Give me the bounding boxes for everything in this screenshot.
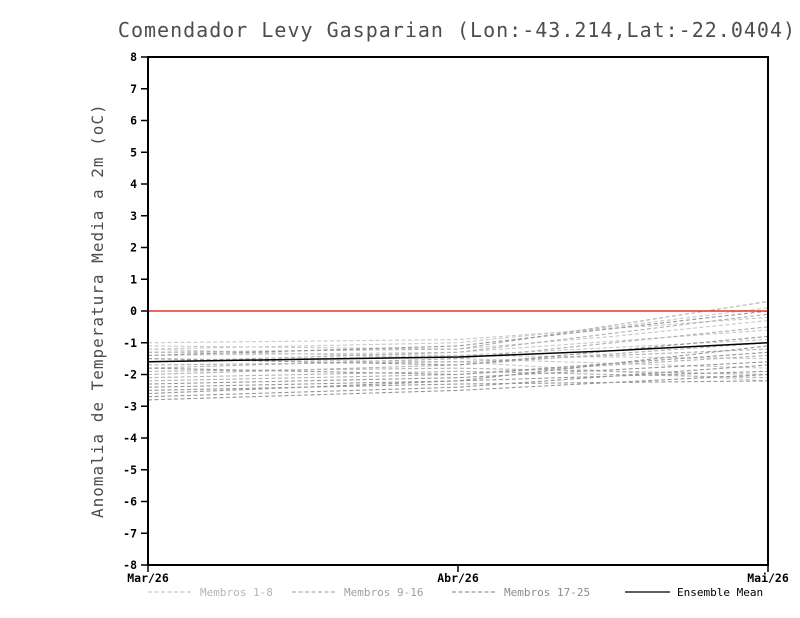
x-tick-label: Mar/26 <box>127 571 169 585</box>
y-tick-label: 2 <box>130 241 137 255</box>
member-lines-group-3 <box>147 310 769 401</box>
ensemble-member-line <box>147 370 769 388</box>
y-tick-label: -5 <box>123 463 137 477</box>
chart-title: Comendador Levy Gasparian (Lon:-43.214,L… <box>117 18 797 42</box>
y-tick-label: 7 <box>130 82 137 96</box>
member-lines-group-2 <box>147 300 769 382</box>
y-axis-ticks: -8 -7 -6 -5 -4 -3 -2 -1 0 1 2 3 4 5 6 7 8 <box>123 50 148 572</box>
ensemble-member-line <box>147 373 769 401</box>
y-tick-label: -8 <box>123 558 137 572</box>
y-tick-label: 0 <box>130 304 137 318</box>
y-tick-label: -3 <box>123 399 137 413</box>
ensemble-member-line <box>147 348 769 366</box>
ensemble-member-line <box>147 361 769 385</box>
ensemble-member-line <box>147 339 769 363</box>
ensemble-mean-line <box>147 342 769 363</box>
y-tick-label: 5 <box>130 145 137 159</box>
y-tick-label: -6 <box>123 495 137 509</box>
ensemble-member-line <box>147 364 769 398</box>
ensemble-member-line <box>147 351 769 360</box>
legend-label: Membros 9-16 <box>344 586 423 599</box>
y-tick-label: 8 <box>130 50 137 64</box>
ensemble-member-line <box>147 354 769 382</box>
ensemble-member-line <box>147 319 769 350</box>
y-tick-label: -7 <box>123 526 137 540</box>
ensemble-member-line <box>147 310 769 356</box>
ensemble-member-line <box>147 348 769 369</box>
legend-label: Membros 1-8 <box>200 586 273 599</box>
y-tick-label: 3 <box>130 209 137 223</box>
ensemble-member-line <box>147 370 769 379</box>
legend-label: Ensemble Mean <box>677 586 763 599</box>
ensemble-member-line <box>147 307 769 350</box>
y-tick-label: 1 <box>130 272 137 286</box>
y-tick-label: 6 <box>130 114 137 128</box>
y-tick-label: -1 <box>123 336 137 350</box>
y-tick-label: -2 <box>123 368 137 382</box>
ensemble-member-line <box>147 380 769 391</box>
y-tick-label: -4 <box>123 431 137 445</box>
ensemble-member-line <box>147 329 769 356</box>
chart-legend: Membros 1-8 Membros 9-16 Membros 17-25 Ense… <box>148 586 763 599</box>
x-axis-ticks: Mar/26 Abr/26 Mai/26 <box>127 565 789 585</box>
y-tick-label: 4 <box>130 177 137 191</box>
legend-label: Membros 17-25 <box>504 586 590 599</box>
x-tick-label: Mai/26 <box>747 571 789 585</box>
ensemble-member-line <box>147 316 769 344</box>
x-tick-label: Abr/26 <box>437 571 479 585</box>
ensemble-member-line <box>147 351 769 376</box>
ensemble-member-line <box>147 342 769 376</box>
